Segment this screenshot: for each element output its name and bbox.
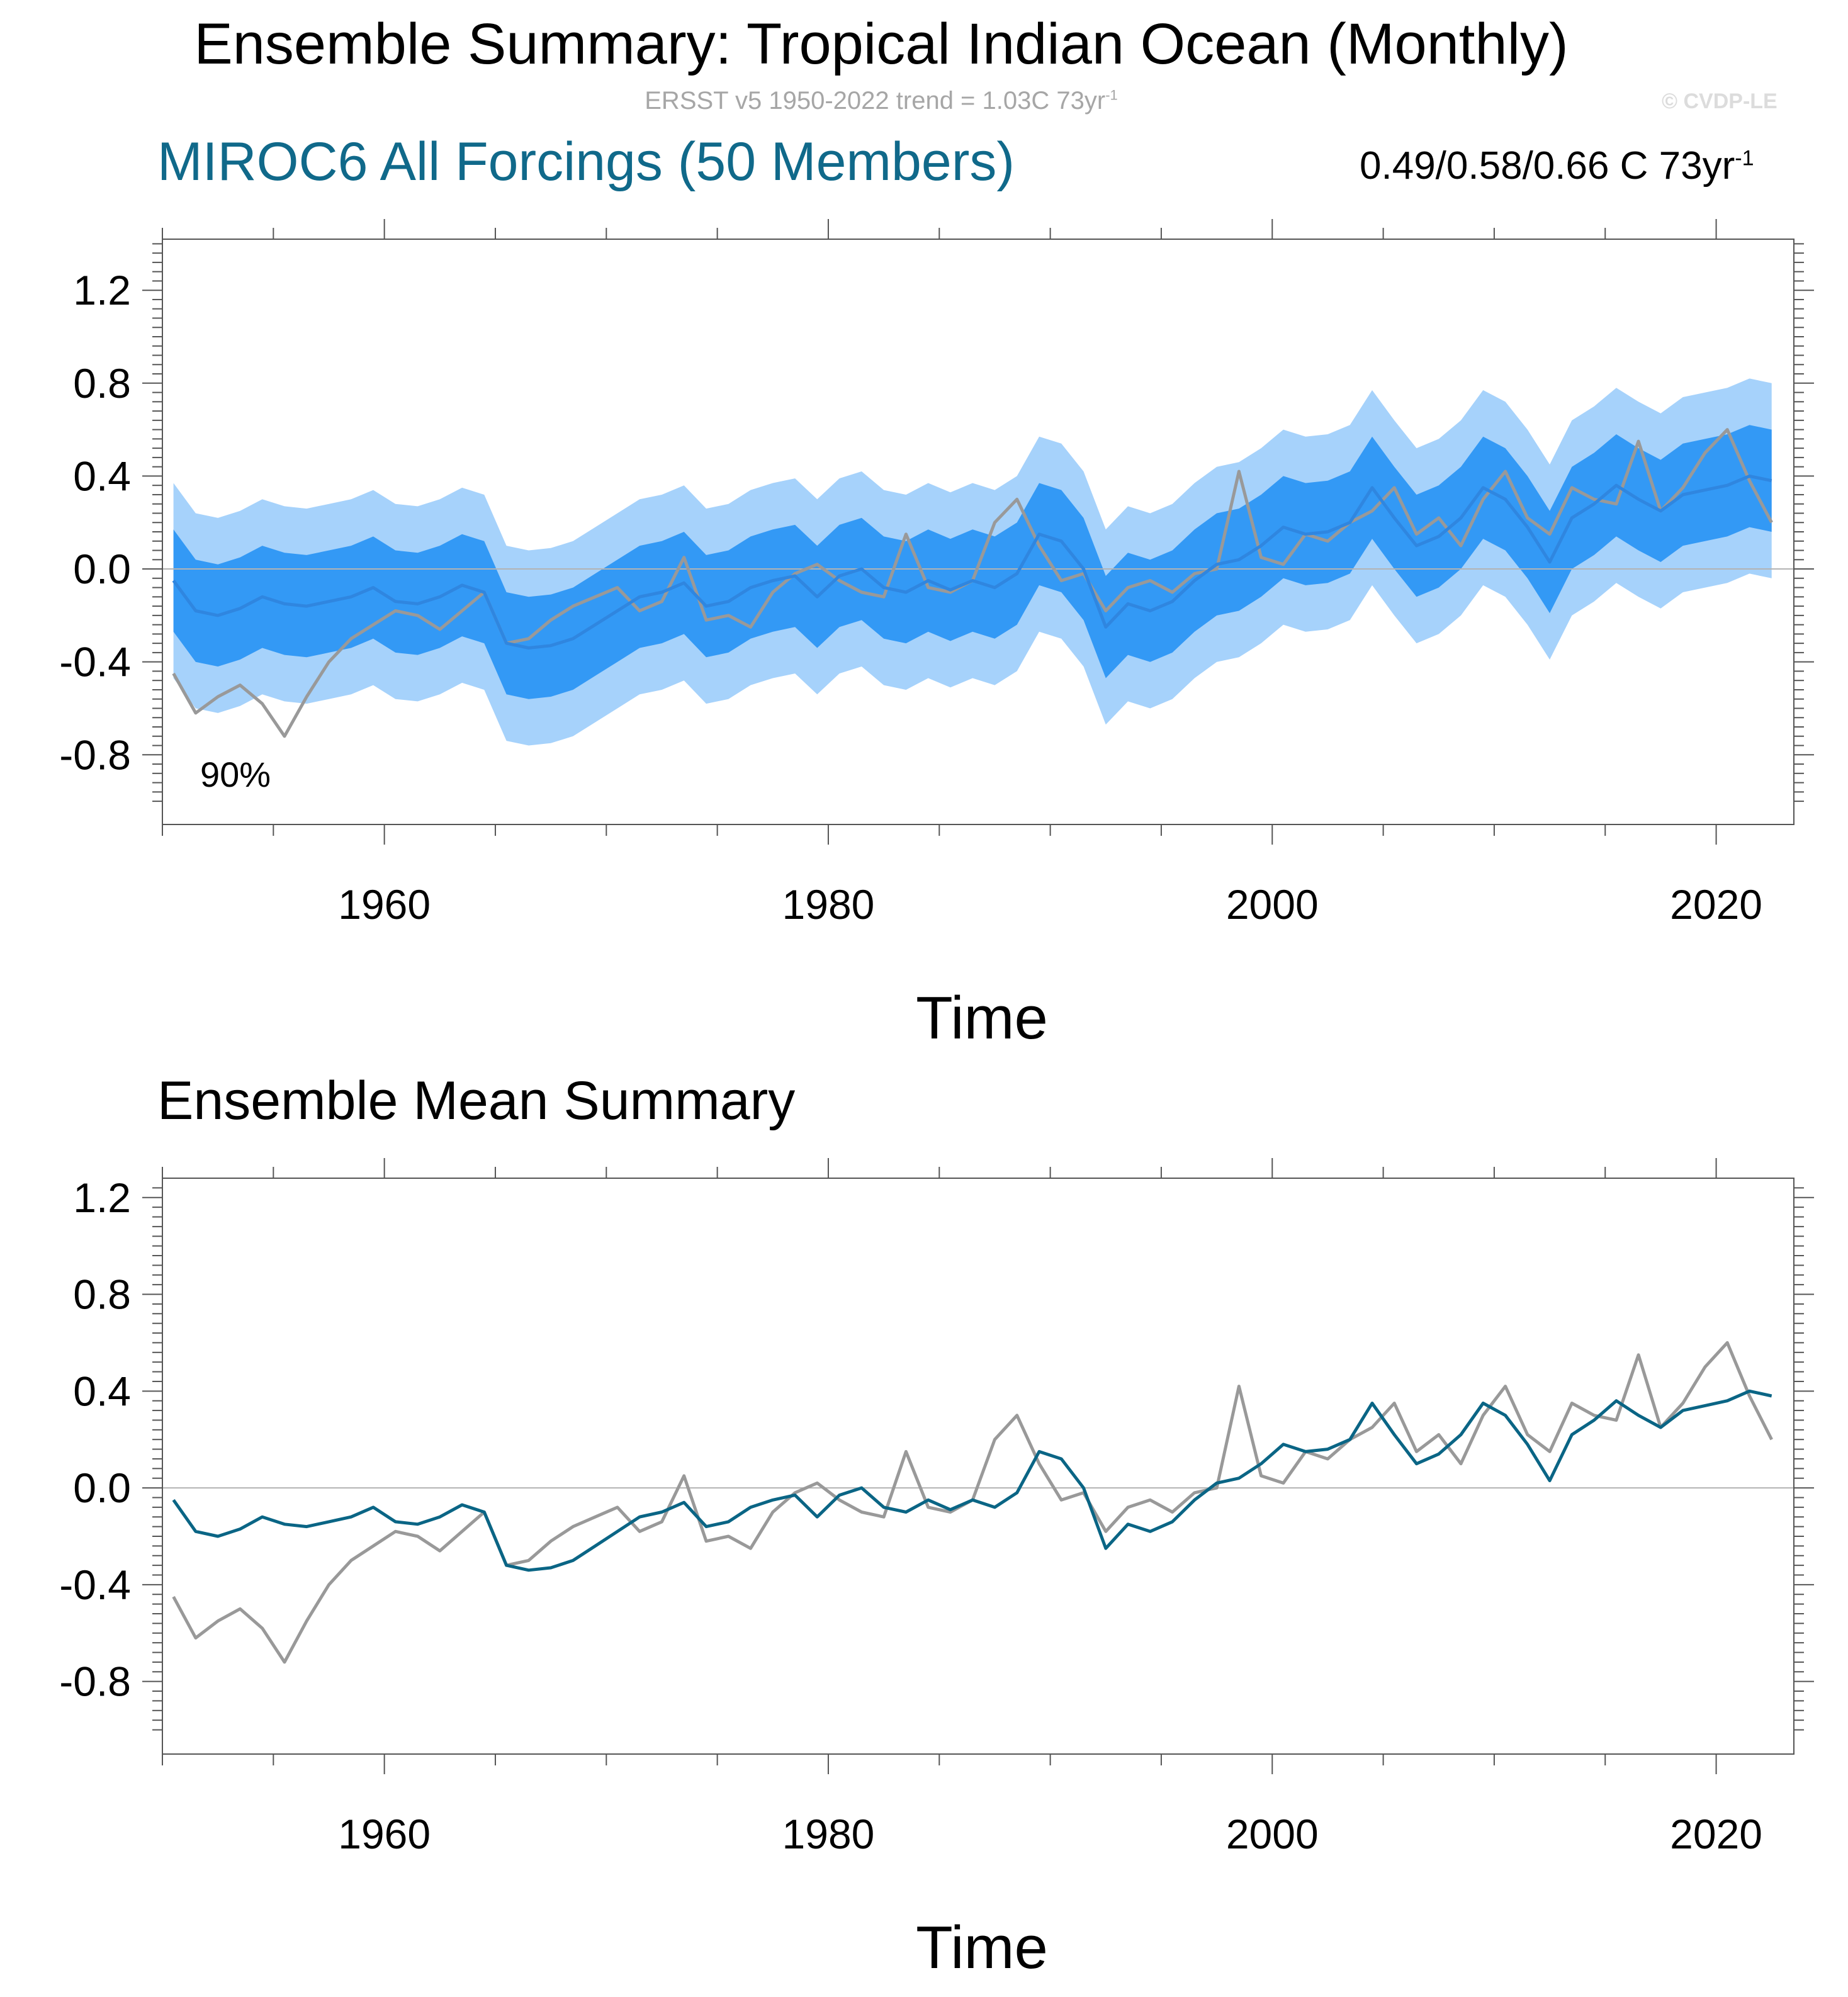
lower-obs-line: [172, 1341, 1773, 1664]
upper-ytick-label: 1.2: [73, 267, 131, 313]
lower-ensemble-mean-chart: 1960 1980 2000 2020 -0.8 -0.4 0.0 0.4 0.8 1.2 Time: [59, 1158, 1814, 1981]
lower-ytick-label: 0.4: [73, 1368, 131, 1414]
upper-band-interquartile: [173, 425, 1772, 699]
lower-xtick-label-1980: 1980: [782, 1811, 875, 1857]
lower-plot-frame: [162, 1178, 1794, 1755]
upper-ytick-label: 0.8: [73, 360, 131, 407]
lower-panel-title: Ensemble Mean Summary: [157, 1071, 796, 1131]
main-title: Ensemble Summary: Tropical Indian Ocean …: [194, 12, 1569, 76]
lower-ytick-label: 0.8: [73, 1271, 131, 1318]
ensemble-trend-label: 0.49/0.58/0.66 C 73yr-1: [1360, 144, 1754, 188]
upper-ytick-label: 0.0: [73, 546, 131, 592]
model-label: MIROC6 All Forcings (50 Members): [157, 132, 1015, 192]
lower-x-axis-title: Time: [916, 1914, 1048, 1981]
observation-trend-subtitle: ERSST v5 1950-2022 trend = 1.03C 73yr-1: [645, 87, 1118, 115]
lower-xtick-label-2020: 2020: [1670, 1811, 1762, 1857]
lower-ytick-label: -0.8: [59, 1658, 131, 1705]
upper-xtick-label-1960: 1960: [338, 881, 431, 928]
upper-ytick-label: -0.8: [59, 731, 131, 778]
upper-percentile-label: 90%: [200, 755, 271, 794]
lower-ytick-label: 0.0: [73, 1465, 131, 1511]
upper-mean-line: [172, 474, 1772, 650]
lower-ytick-label: 1.2: [73, 1174, 131, 1221]
lower-mean-line: [172, 1389, 1772, 1572]
upper-ytick-label: 0.4: [73, 453, 131, 499]
lower-xtick-label-1960: 1960: [338, 1811, 431, 1857]
upper-ytick-label: -0.4: [59, 639, 131, 685]
upper-x-axis-title: Time: [916, 984, 1048, 1052]
lower-xtick-label-2000: 2000: [1226, 1811, 1319, 1857]
upper-xtick-label-2000: 2000: [1226, 881, 1319, 928]
upper-ensemble-spread-chart: 1960 1980 2000 2020 -0.8 -0.4 0.0 0.4 0.8 1.2 Time…: [59, 219, 1814, 1052]
upper-xtick-label-1980: 1980: [782, 881, 875, 928]
watermark: © CVDP-LE: [1662, 89, 1778, 113]
upper-xtick-label-2020: 2020: [1670, 881, 1762, 928]
lower-ytick-label: -0.4: [59, 1561, 131, 1608]
